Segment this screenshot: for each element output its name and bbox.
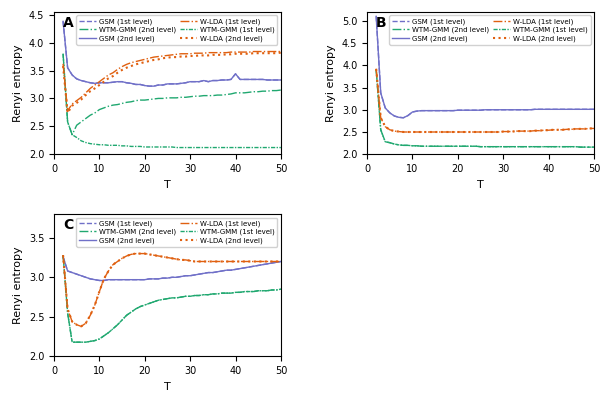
Y-axis label: Renyi entropy: Renyi entropy — [13, 246, 23, 324]
X-axis label: T: T — [477, 179, 484, 190]
Y-axis label: Renyi entropy: Renyi entropy — [13, 44, 23, 122]
Y-axis label: Renyi entropy: Renyi entropy — [326, 44, 337, 122]
X-axis label: T: T — [164, 382, 171, 392]
Text: C: C — [63, 218, 73, 232]
Legend: GSM (1st level), WTM-GMM (2nd level), GSM (2nd level), W-LDA (1st level), WTM-GM: GSM (1st level), WTM-GMM (2nd level), GS… — [76, 15, 277, 45]
Legend: GSM (1st level), WTM-GMM (2nd level), GSM (2nd level), W-LDA (1st level), WTM-GM: GSM (1st level), WTM-GMM (2nd level), GS… — [76, 217, 277, 247]
Legend: GSM (1st level), WTM-GMM (2nd level), GSM (2nd level), W-LDA (1st level), WTM-GM: GSM (1st level), WTM-GMM (2nd level), GS… — [389, 15, 590, 45]
X-axis label: T: T — [164, 179, 171, 190]
Text: B: B — [376, 16, 387, 30]
Text: A: A — [63, 16, 74, 30]
